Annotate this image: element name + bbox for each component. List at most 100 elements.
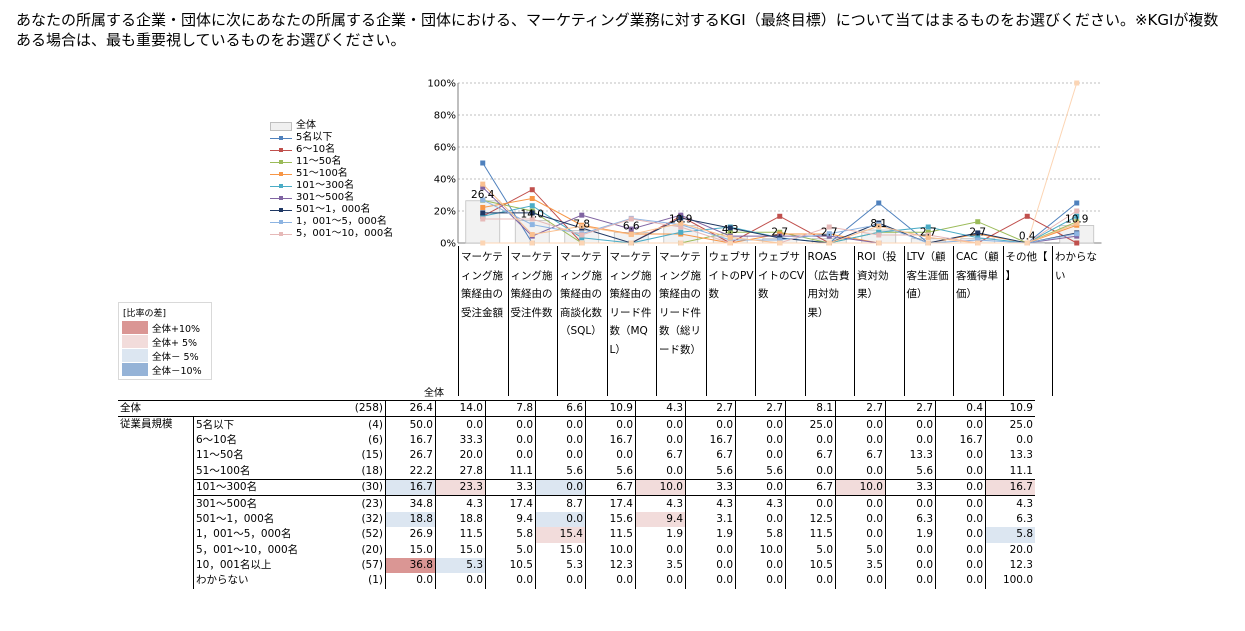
legend-item: 101～300名 xyxy=(270,180,393,192)
bar-value-label: 10.9 xyxy=(1065,214,1088,226)
legend-swatch xyxy=(270,218,292,226)
row-n: (23) xyxy=(338,495,386,512)
table-cell: 22.2 xyxy=(385,463,436,480)
table-cell: 6.7 xyxy=(585,478,636,496)
table-cell: 34.8 xyxy=(385,495,436,512)
table-cell: 6.6 xyxy=(535,399,586,418)
row-label: 51～100名 xyxy=(193,463,338,480)
table-cell: 0.0 xyxy=(935,527,986,543)
legend-item: 5，001～10，000名 xyxy=(270,228,393,240)
table-cell: 0.0 xyxy=(935,416,986,433)
table-cell: 0.0 xyxy=(535,573,586,589)
table-cell: 5.6 xyxy=(535,463,586,480)
diff-swatch xyxy=(122,335,148,348)
table-cell: 0.0 xyxy=(685,542,736,558)
legend-label: 1，001～5，000名 xyxy=(296,216,387,227)
table-cell: 0.0 xyxy=(735,432,786,449)
table-cell: 26.4 xyxy=(385,399,436,418)
column-header: ウェブサイトのPV数 xyxy=(705,246,755,396)
table-cell: 11.1 xyxy=(485,463,536,480)
series-point xyxy=(579,223,585,229)
legend-item: 501～1，000名 xyxy=(270,204,393,216)
series-point xyxy=(925,229,931,235)
table-cell: 0.0 xyxy=(785,573,836,589)
table-cell: 4.3 xyxy=(435,495,486,512)
table-cell: 0.0 xyxy=(935,511,986,528)
table-cell: 11.5 xyxy=(785,527,836,543)
table-cell: 5.8 xyxy=(735,527,786,543)
series-point xyxy=(777,237,783,243)
table-cell: 14.0 xyxy=(435,399,486,418)
table-cell: 11.5 xyxy=(435,527,486,543)
table-cell: 0.0 xyxy=(735,448,786,464)
legend-label: 11～50名 xyxy=(296,156,342,167)
y-tick-label: 40% xyxy=(434,175,456,186)
table-cell: 0.0 xyxy=(785,463,836,480)
series-point xyxy=(579,232,585,238)
table-cell: 0.0 xyxy=(885,557,936,574)
table-cell: 0.0 xyxy=(885,573,936,589)
series-point xyxy=(876,240,882,246)
table-row-total: 全体 (258) 26.4 14.0 7.8 6.6 10.9 4.3 2.7 2.7 8.1 2.7… xyxy=(118,399,1035,418)
table-cell: 0.0 xyxy=(885,542,936,558)
table-cell: 0.0 xyxy=(885,416,936,433)
diff-legend-item-minus5: 全体－ 5% xyxy=(122,349,199,363)
diff-swatch xyxy=(122,349,148,362)
table-cell: 10.5 xyxy=(785,557,836,574)
series-point xyxy=(529,196,535,202)
table-cell: 3.1 xyxy=(685,511,736,528)
diff-legend-item-minus10: 全体－10% xyxy=(122,363,202,377)
row-label: 1，001～5，000名 xyxy=(193,527,338,543)
series-point xyxy=(925,234,931,240)
table-cell: 0.0 xyxy=(635,432,686,449)
table-row: 501～1，000名 (32) 18.8 18.8 9.4 0.0 15.6 9.4 3.1 0.… xyxy=(118,511,1035,528)
legend-swatch xyxy=(270,230,292,238)
table-cell: 2.7 xyxy=(685,399,736,418)
table-cell: 0.0 xyxy=(485,416,536,433)
table-cell: 10.0 xyxy=(585,542,636,558)
table-cell: 5.6 xyxy=(735,463,786,480)
group-label: 従業員規模 xyxy=(120,418,173,431)
table-cell: 0.0 xyxy=(835,511,886,528)
table-cell: 3.3 xyxy=(485,478,536,496)
series-point xyxy=(628,240,634,246)
table-cell: 10.0 xyxy=(735,542,786,558)
legend-label: 5，001～10，000名 xyxy=(296,228,394,239)
table-cell: 12.5 xyxy=(785,511,836,528)
bar-value-label: 2.7 xyxy=(969,227,986,239)
table-cell: 0.0 xyxy=(535,448,586,464)
series-point xyxy=(826,224,832,230)
legend-swatch xyxy=(270,158,292,166)
table-cell: 0.0 xyxy=(735,573,786,589)
table-cell: 4.3 xyxy=(735,495,786,512)
series-point xyxy=(826,240,832,246)
table-cell: 10.5 xyxy=(485,557,536,574)
y-tick-label: 0% xyxy=(440,239,456,250)
table-cell: 12.3 xyxy=(585,557,636,574)
series-point xyxy=(480,240,486,246)
series-point xyxy=(925,240,931,246)
table-cell: 4.3 xyxy=(685,495,736,512)
series-point xyxy=(480,197,486,203)
table-cell: 0.0 xyxy=(685,573,736,589)
table-cell: 1.9 xyxy=(635,527,686,543)
bar-value-label: 2.7 xyxy=(771,227,788,239)
table-cell: 0.0 xyxy=(635,463,686,480)
table-row: 301～500名 (23) 34.8 4.3 17.4 8.7 17.4 4.3 4.3 4.3 0… xyxy=(118,495,1035,512)
table-cell: 0.0 xyxy=(835,495,886,512)
row-n: (4) xyxy=(368,418,383,431)
series-point xyxy=(678,220,684,226)
table-cell: 0.0 xyxy=(785,432,836,449)
total-header: 全体 xyxy=(424,388,444,399)
series-point xyxy=(579,212,585,218)
series-point xyxy=(975,219,981,225)
table-cell: 5.8 xyxy=(485,527,536,543)
table-cell: 0.0 xyxy=(585,416,636,433)
table-cell: 0.0 xyxy=(835,416,886,433)
table-cell: 10.0 xyxy=(835,478,886,496)
bar-value-label: 0.4 xyxy=(1019,230,1036,242)
table-cell: 0.0 xyxy=(935,478,986,496)
table-cell: 3.5 xyxy=(835,557,886,574)
table-cell: 6.7 xyxy=(685,448,736,464)
